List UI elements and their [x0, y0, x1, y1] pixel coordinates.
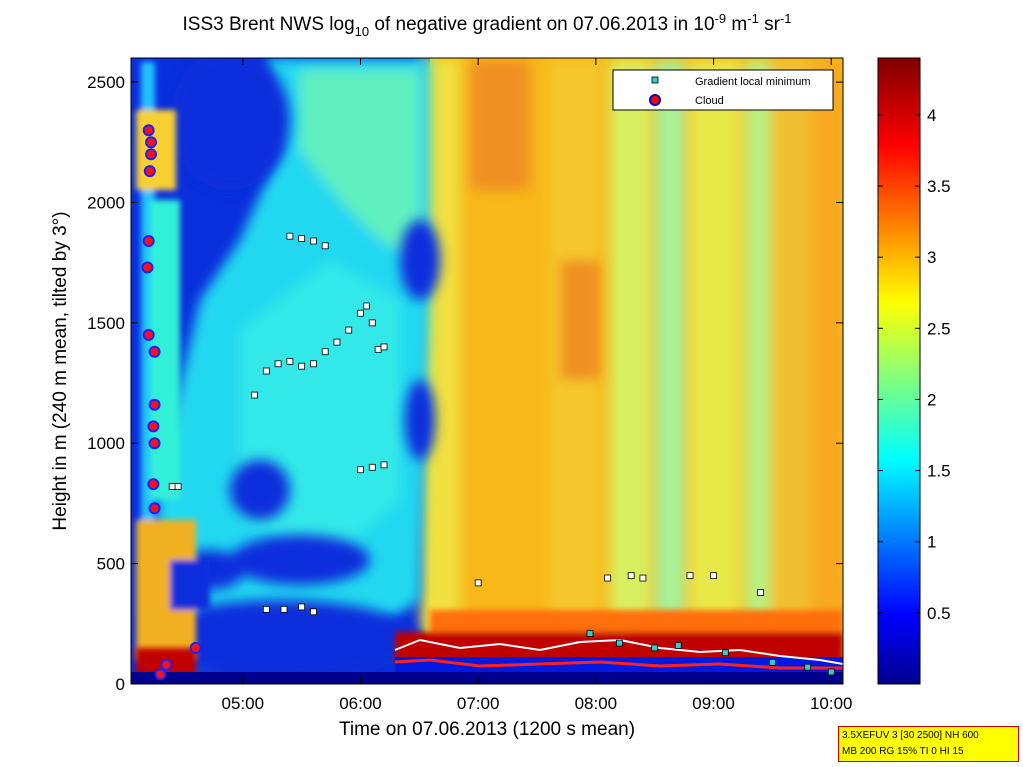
gradient-minimum-marker: [298, 362, 306, 370]
legend-box: [612, 69, 834, 111]
x-axis-label: Time on 07.06.2013 (1200 s mean): [339, 719, 635, 740]
gradient-minimum-marker: [686, 572, 694, 580]
gradient-minimum-marker: [168, 483, 176, 490]
colorbar-tick-label: 1.5: [927, 462, 951, 481]
gradient-minimum-marker: [380, 461, 388, 469]
cloud-marker: [147, 420, 160, 433]
gradient-minimum-marker: [368, 463, 376, 471]
cloud-markers: [141, 124, 202, 681]
colorbar-tick-label: 2: [927, 390, 936, 409]
gradient-minimum-marker: [280, 605, 288, 613]
y-tick-label: 2500: [87, 73, 125, 92]
cloud-marker: [142, 124, 155, 137]
gradient-minimum-marker: [286, 232, 294, 240]
plot-frame: [130, 57, 844, 685]
gradient-minimum-marker: [380, 343, 388, 351]
gradient-minimum-marker: [374, 345, 382, 353]
x-tick-label: 06:00: [339, 694, 382, 713]
x-tick-label: 08:00: [575, 694, 618, 713]
parameter-info-box: 3.5XEFUV 3 [30 2500] NH 600 MB 200 RG 15…: [838, 726, 1019, 762]
gradient-minimum-marker: [368, 319, 376, 327]
y-tick-label: 2000: [87, 193, 125, 212]
legend: Gradient local minimum Cloud: [612, 69, 834, 111]
gradient-minimum-marker: [333, 338, 341, 346]
y-tick-label: 500: [97, 555, 125, 574]
gradient-minimum-marker: [768, 658, 776, 666]
gradient-minimum-marker: [310, 237, 317, 245]
y-axis: 0 500 1000 1500 2000 2500: [87, 73, 843, 694]
cloud-marker: [148, 398, 161, 411]
x-tick-label: 09:00: [692, 694, 735, 713]
cloud-marker: [148, 502, 161, 515]
gradient-minimum-marker: [274, 360, 282, 368]
legend-square-marker: [651, 76, 659, 84]
gradient-minimum-marker: [174, 483, 182, 490]
cloud-marker: [142, 234, 155, 247]
gradient-minimum-marker: [357, 309, 364, 317]
gradient-minimum-marker: [262, 367, 270, 375]
cloud-marker: [147, 478, 160, 491]
gradient-minimum-marker: [262, 605, 270, 613]
gradient-minimum-marker: [710, 572, 717, 580]
gradient-minimum-marker: [310, 608, 317, 616]
gradient-minimum-marker: [321, 242, 329, 250]
heatmap-field: [131, 58, 843, 684]
colorbar: [877, 57, 921, 685]
gradient-minimum-marker: [298, 235, 306, 242]
y-tick-label: 1500: [87, 314, 125, 333]
gradient-minimum-markers: [168, 232, 835, 676]
cloud-marker: [142, 328, 155, 341]
x-tick-label: 07:00: [457, 694, 500, 713]
gradient-minimum-marker: [627, 572, 635, 580]
cloud-marker: [148, 345, 161, 358]
x-tick-label: 05:00: [222, 694, 265, 713]
x-axis: 05:00 06:00 07:00 08:00 09:00 10:00: [222, 58, 853, 713]
y-tick-label: 0: [116, 675, 125, 694]
gradient-minimum-marker: [357, 466, 364, 474]
cloud-marker: [148, 437, 161, 450]
cloud-marker: [141, 261, 154, 274]
legend-label-minimum: Gradient local minimum: [695, 76, 811, 88]
legend-label-cloud: Cloud: [695, 95, 724, 107]
gradient-minimum-marker: [827, 668, 835, 676]
colorbar-tick-label: 4: [927, 106, 936, 125]
colorbar-tick-label: 3.5: [927, 177, 951, 196]
cloud-marker: [154, 668, 167, 681]
cloud-marker: [145, 148, 158, 161]
gradient-minimum-marker: [674, 642, 682, 649]
cloud-marker: [143, 165, 156, 178]
gradient-minimum-marker: [651, 644, 659, 652]
gradient-minimum-marker: [298, 603, 306, 611]
colorbar-tick-label: 2.5: [927, 319, 951, 338]
colorbar-tick-label: 3: [927, 248, 936, 267]
info-line-2: MB 200 RG 15% TI 0 HI 15: [842, 746, 964, 757]
gradient-minimum-marker: [804, 663, 812, 671]
gradient-minimum-marker: [639, 574, 647, 582]
cloud-marker: [145, 136, 158, 149]
gradient-minimum-marker: [286, 357, 294, 365]
gradient-minimum-marker: [604, 574, 612, 582]
gradient-minimum-marker: [362, 302, 370, 310]
gradient-minimum-marker: [345, 326, 353, 334]
gradient-minimum-marker: [474, 579, 482, 587]
colorbar-tick-label: 0.5: [927, 604, 951, 623]
y-tick-label: 1000: [87, 434, 125, 453]
gradient-minimum-marker: [615, 639, 623, 647]
gradient-minimum-marker: [310, 360, 317, 368]
x-tick-label: 10:00: [810, 694, 853, 713]
y-axis-label: Height in m (240 m mean, tilted by 3°): [50, 211, 71, 530]
gradient-minimum-marker: [721, 649, 729, 657]
info-line-1: 3.5XEFUV 3 [30 2500] NH 600: [842, 730, 979, 741]
gradient-minimum-marker: [586, 630, 594, 637]
chart-title: ISS3 Brent NWS log10 of negative gradien…: [183, 11, 792, 39]
colorbar-tick-label: 1: [927, 533, 936, 552]
legend-circle-marker: [649, 94, 661, 106]
colorbar-ticks: 0.5 1 1.5 2 2.5 3 3.5 4: [878, 106, 951, 623]
cloud-marker: [189, 641, 202, 654]
cloud-marker: [160, 658, 173, 671]
gradient-minimum-marker: [321, 348, 329, 356]
gradient-minimum-marker: [757, 589, 765, 596]
gradient-minimum-marker: [251, 391, 258, 399]
